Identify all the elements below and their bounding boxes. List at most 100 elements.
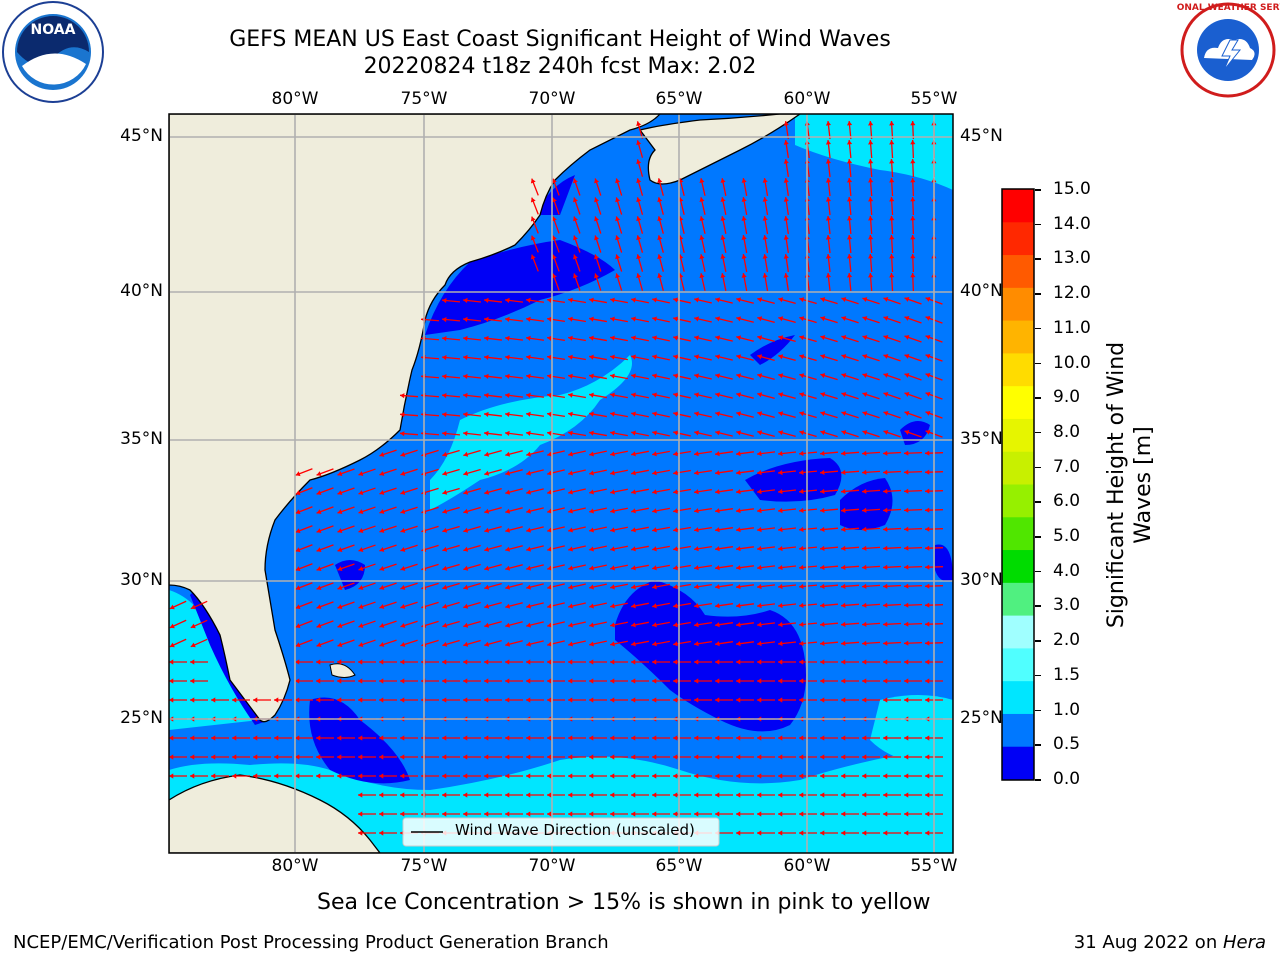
wind-wave-arrowhead (841, 564, 846, 570)
wind-wave-arrowhead (442, 773, 447, 779)
wind-wave-arrowhead (925, 602, 930, 608)
wind-wave-arrowhead (526, 584, 532, 590)
wind-wave-arrowhead (295, 604, 301, 610)
wind-wave-arrowhead (463, 603, 469, 609)
wind-wave-arrowhead (547, 565, 553, 571)
wind-wave-arrowhead (841, 411, 847, 417)
wind-wave-arrowhead (358, 659, 363, 665)
wind-wave-arrowhead (778, 411, 784, 417)
wind-wave-arrowhead (652, 373, 657, 379)
wind-wave-arrowhead (589, 527, 594, 533)
wind-wave-arrowhead (358, 623, 364, 628)
wind-wave-arrowhead (169, 678, 174, 684)
wind-wave-arrowhead (615, 235, 621, 241)
wind-wave-arrowhead (295, 773, 300, 779)
nws-logo-text: NATIONAL WEATHER SERVICE (1176, 3, 1280, 13)
wind-wave-arrowhead (358, 773, 363, 779)
wind-wave-arrowhead (889, 273, 895, 278)
wind-wave-arrowhead (783, 235, 789, 240)
wind-wave-arrowhead (610, 392, 615, 398)
wind-wave-arrowhead (862, 773, 867, 779)
wind-wave-arrowhead (820, 754, 825, 760)
wind-wave-arrowhead (904, 735, 909, 741)
wind-wave-arrowhead (652, 546, 657, 552)
wind-wave-arrowhead (841, 373, 847, 379)
wind-wave-arrowhead (820, 792, 825, 798)
wind-wave-arrowhead (551, 235, 557, 241)
wind-wave-arrowhead (610, 451, 615, 457)
wind-wave-arrowhead (799, 754, 804, 760)
wind-wave-arrowhead (820, 392, 826, 398)
wind-wave-arrowhead (841, 659, 846, 665)
wind-wave-arrowhead (631, 527, 636, 533)
colorbar-tick-mark (1035, 293, 1041, 295)
wind-wave-arrowhead (925, 391, 931, 397)
wind-wave-arrowhead (442, 411, 447, 418)
wind-wave-arrowhead (841, 811, 846, 817)
wind-wave-arrowhead (736, 451, 741, 457)
wind-wave-arrowhead (652, 297, 657, 303)
wind-wave-arrowhead (610, 527, 615, 533)
wind-wave-arrowhead (889, 140, 895, 145)
wind-wave-arrowhead (484, 603, 490, 609)
wind-wave-arrowhead (883, 792, 888, 798)
colorbar-label-line1: Significant Height of Wind (1104, 341, 1129, 629)
wind-wave-arrowhead (904, 316, 910, 321)
wind-wave-arrowhead (841, 335, 847, 341)
wind-wave-arrowhead (358, 509, 364, 514)
wind-wave-arrowhead (778, 354, 784, 360)
wind-wave-arrowhead (652, 489, 657, 495)
wind-wave-arrowhead (883, 564, 888, 570)
wind-wave-arrowhead (741, 197, 747, 202)
wind-wave-arrowhead (846, 273, 853, 278)
wind-wave-arrowhead (615, 178, 621, 184)
wind-wave-arrowhead (337, 490, 343, 496)
wind-wave-arrowhead (883, 602, 888, 608)
wind-wave-arrowhead (741, 254, 747, 259)
graticule (169, 114, 953, 853)
wind-wave-arrowhead (358, 811, 363, 817)
wind-wave-arrowhead (594, 254, 599, 260)
wind-wave-arrowhead (673, 584, 678, 590)
wind-wave-arrowhead (910, 216, 916, 221)
wind-wave-arrowhead (778, 545, 783, 552)
wind-wave-arrowhead (442, 392, 447, 399)
wind-wave-arrowhead (904, 297, 910, 302)
wind-wave-arrowhead (883, 411, 889, 416)
wind-wave-arrowhead (657, 178, 663, 184)
wind-wave-arrowhead (820, 697, 825, 703)
wind-wave-arrowhead (841, 450, 846, 456)
wind-wave-arrowhead (757, 489, 762, 495)
wind-wave-arrowhead (904, 526, 909, 532)
wind-wave-arrowhead (868, 235, 874, 240)
wind-wave-arrowhead (820, 678, 825, 684)
wind-wave-arrowhead (862, 792, 867, 798)
wind-wave-arrowhead (820, 735, 825, 741)
wind-wave-arrowhead (868, 140, 874, 145)
wind-wave-arrowhead (694, 316, 699, 322)
wind-wave-arrowhead (505, 392, 510, 398)
wind-wave-arrowhead (442, 316, 447, 323)
wind-wave-arrowhead (358, 604, 364, 609)
wind-wave-arrowhead (547, 678, 552, 684)
wind-wave-arrowhead (568, 335, 573, 341)
wind-wave-arrowhead (568, 754, 573, 760)
wind-wave-arrowhead (358, 754, 363, 760)
wind-wave-arrowhead (530, 216, 536, 222)
wind-wave-arrowhead (442, 622, 448, 628)
wind-wave-arrowhead (820, 297, 826, 303)
colorbar-tick-label: 11.0 (1053, 317, 1091, 338)
wind-wave-arrowhead (463, 354, 468, 361)
wind-wave-arrowhead (400, 451, 406, 457)
wind-wave-arrowhead (169, 773, 174, 779)
wind-wave-arrowhead (610, 735, 615, 741)
wind-wave-arrowhead (841, 697, 846, 703)
wind-wave-arrowhead (568, 811, 573, 817)
wind-wave-arrowhead (568, 659, 573, 665)
wind-wave-arrowhead (295, 585, 301, 591)
wind-wave-arrowhead (657, 235, 663, 241)
wind-wave-arrowhead (169, 604, 175, 610)
wind-wave-arrowhead (883, 773, 888, 779)
colorbar-tick-label: 7.0 (1053, 456, 1081, 477)
wind-wave-arrowhead (190, 773, 195, 779)
